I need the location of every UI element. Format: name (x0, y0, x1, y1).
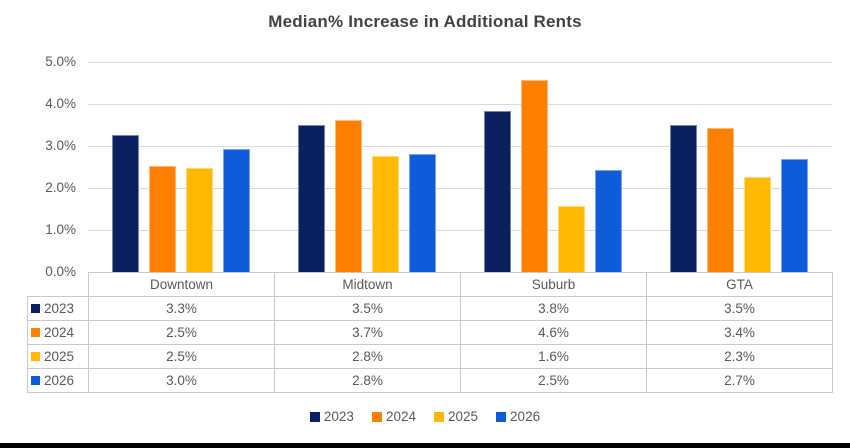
table-value-2023-suburb: 3.8% (460, 296, 647, 321)
legend-item-2024: 2024 (371, 409, 416, 424)
category-header-suburb: Suburb (460, 272, 647, 297)
bar-2023-gta (670, 125, 697, 272)
series-key-2026: 2026 (27, 368, 89, 393)
table-row-2025: 2025 2.5% 2.8% 1.6% 2.3% (27, 344, 833, 369)
table-value-2024-suburb: 4.6% (460, 320, 647, 345)
bar-group-midtown (274, 62, 460, 272)
series-color-swatch (31, 304, 40, 313)
bar-2025-midtown (372, 156, 399, 272)
legend-label: 2026 (510, 409, 541, 424)
y-tick-label: 3.0% (45, 138, 76, 153)
bar-2023-downtown (112, 134, 139, 272)
bar-group-suburb (460, 62, 646, 272)
series-label: 2026 (44, 373, 75, 388)
gridline (88, 146, 832, 147)
y-tick-label: 5.0% (45, 54, 76, 69)
series-color-swatch (31, 376, 40, 385)
gridline (88, 230, 832, 231)
table-value-2024-downtown: 2.5% (88, 320, 275, 345)
bar-2025-suburb (558, 206, 585, 272)
chart-legend: 2023 2024 2025 2026 (0, 409, 850, 424)
legend-label: 2025 (448, 409, 479, 424)
bar-2026-suburb (595, 169, 622, 272)
table-corner-spacer (28, 273, 89, 297)
bar-group-downtown (88, 62, 274, 272)
table-value-2025-gta: 2.3% (646, 344, 833, 369)
legend-swatch-2025 (434, 411, 444, 422)
legend-label: 2024 (385, 409, 416, 424)
category-header-midtown: Midtown (274, 272, 461, 297)
category-header-gta: GTA (646, 272, 833, 297)
series-key-wrap: 2023 (28, 301, 88, 316)
table-value-2023-downtown: 3.3% (88, 296, 275, 321)
series-key-2025: 2025 (27, 344, 89, 369)
series-key-2024: 2024 (27, 320, 89, 345)
legend-item-2025: 2025 (434, 409, 478, 424)
bottom-border-line (0, 443, 850, 448)
bar-2026-downtown (223, 148, 250, 272)
bar-2024-downtown (149, 166, 176, 272)
bar-2023-midtown (298, 125, 325, 272)
series-key-wrap: 2026 (28, 373, 88, 388)
series-key-wrap: 2025 (28, 349, 88, 364)
table-value-2023-midtown: 3.5% (274, 296, 461, 321)
table-row-2026: 2026 3.0% 2.8% 2.5% 2.7% (27, 368, 833, 393)
table-value-2026-suburb: 2.5% (460, 368, 647, 393)
bar-2026-midtown (409, 153, 436, 272)
series-color-swatch (31, 328, 40, 337)
table-value-2025-midtown: 2.8% (274, 344, 461, 369)
y-tick-label: 0.0% (45, 264, 76, 279)
table-value-2023-gta: 3.5% (646, 296, 833, 321)
bar-2025-gta (744, 177, 771, 272)
y-tick-label: 2.0% (45, 180, 76, 195)
table-row-2024: 2024 2.5% 3.7% 4.6% 3.4% (27, 320, 833, 345)
bar-2023-suburb (484, 111, 511, 272)
bar-2024-midtown (335, 119, 362, 272)
table-value-2024-midtown: 3.7% (274, 320, 461, 345)
series-label: 2024 (44, 325, 75, 340)
legend-swatch-2026 (496, 411, 507, 422)
series-key-wrap: 2024 (28, 325, 88, 340)
table-value-2025-suburb: 1.6% (460, 344, 647, 369)
table-row-2023: 2023 3.3% 3.5% 3.8% 3.5% (27, 296, 833, 321)
gridline (88, 188, 832, 189)
chart-title: Median% Increase in Additional Rents (268, 12, 582, 31)
table-value-2024-gta: 3.4% (646, 320, 833, 345)
series-color-swatch (31, 352, 40, 361)
legend-swatch-2024 (371, 411, 382, 422)
table-value-2026-gta: 2.7% (646, 368, 833, 393)
table-header-row: Downtown Midtown Suburb GTA (28, 272, 833, 297)
bar-2026-gta (781, 158, 808, 272)
y-tick-label: 1.0% (45, 222, 76, 237)
y-tick-label: 4.0% (45, 96, 76, 111)
legend-item-2023: 2023 (309, 409, 354, 424)
legend-item-2026: 2026 (496, 409, 540, 424)
category-header-downtown: Downtown (88, 272, 275, 297)
gridline (88, 62, 832, 63)
series-key-2023: 2023 (27, 296, 89, 321)
bar-group-gta (646, 62, 832, 272)
plot-area (88, 62, 832, 272)
series-label: 2025 (44, 349, 75, 364)
legend-swatch-2023 (309, 411, 320, 422)
table-value-2026-downtown: 3.0% (88, 368, 275, 393)
series-label: 2023 (44, 301, 75, 316)
data-table: Downtown Midtown Suburb GTA 2023 3.3% 3.5% 3.8%… (27, 272, 833, 393)
bar-2024-gta (707, 128, 734, 272)
legend-label: 2023 (323, 409, 354, 424)
gridline (88, 104, 832, 105)
bar-2025-downtown (186, 167, 213, 272)
bar-2024-suburb (521, 79, 548, 272)
y-axis: 0.0% 1.0% 2.0% 3.0% 4.0% 5.0% (0, 54, 76, 279)
table-value-2025-downtown: 2.5% (88, 344, 275, 369)
table-value-2026-midtown: 2.8% (274, 368, 461, 393)
